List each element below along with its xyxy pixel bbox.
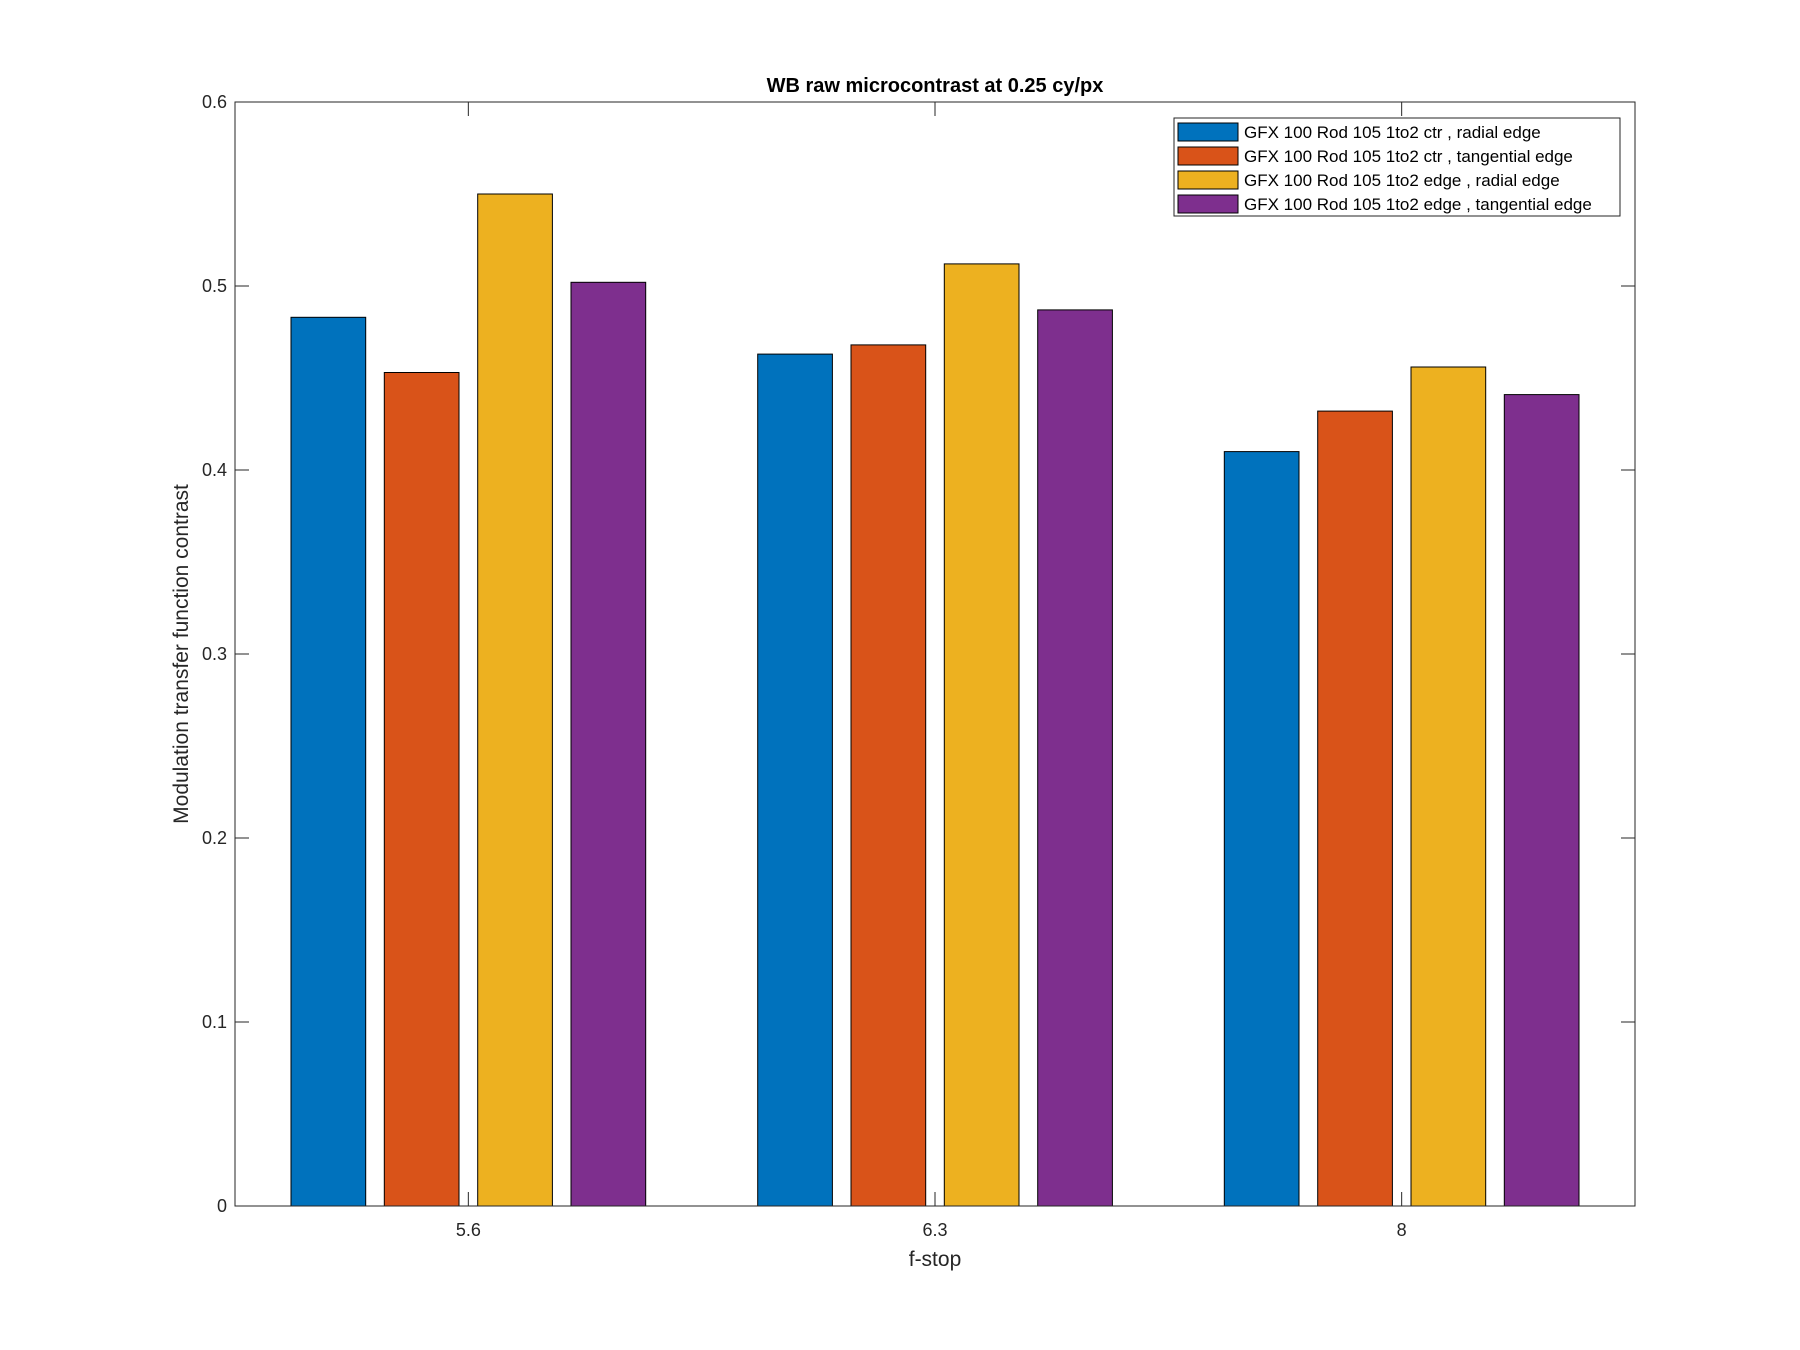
y-tick-label: 0.4 <box>202 460 227 480</box>
y-tick-label: 0.1 <box>202 1012 227 1032</box>
bars-group <box>290 193 1580 1207</box>
legend-label: GFX 100 Rod 105 1to2 ctr , tangential ed… <box>1244 147 1573 166</box>
bar-4-5.6 <box>570 281 647 1207</box>
legend-swatch <box>1177 122 1239 142</box>
axis-ticks <box>235 101 1635 1207</box>
y-tick-label: 0.6 <box>202 92 227 112</box>
x-tick-label: 8 <box>1397 1220 1407 1240</box>
chart-title: WB raw microcontrast at 0.25 cy/px <box>767 75 1104 97</box>
x-tick-label: 5.6 <box>456 1220 481 1240</box>
y-tick-label: 0.3 <box>202 644 227 664</box>
bar-4-8 <box>1503 394 1580 1207</box>
legend-entries: GFX 100 Rod 105 1to2 ctr , radial edge GF… <box>1177 122 1592 214</box>
x-tick-labels: 5.6 6.3 8 <box>456 1220 1407 1240</box>
y-tick-label: 0.2 <box>202 828 227 848</box>
bar-3-5.6 <box>477 193 553 1207</box>
legend-label: GFX 100 Rod 105 1to2 ctr , radial edge <box>1244 123 1541 142</box>
legend-swatch <box>1177 146 1239 166</box>
legend-box <box>1173 117 1621 217</box>
legend-swatch <box>1177 170 1239 190</box>
legend-label: GFX 100 Rod 105 1to2 edge , radial edge <box>1244 171 1560 190</box>
y-tick-label: 0.5 <box>202 276 227 296</box>
y-axis-label: Modulation transfer function contrast <box>170 484 193 824</box>
x-axis-label: f-stop <box>909 1248 962 1271</box>
plot-area <box>235 102 1635 1206</box>
y-tick-labels: 0 0.1 0.2 0.3 0.4 0.5 0.6 <box>202 92 227 1216</box>
bar-4-6.3 <box>1037 309 1113 1207</box>
legend-swatch <box>1177 194 1239 214</box>
bar-2-8 <box>1317 410 1393 1207</box>
bar-1-6.3 <box>757 353 833 1207</box>
bar-3-6.3 <box>943 263 1020 1207</box>
bar-1-5.6 <box>290 316 367 1207</box>
x-tick-label: 6.3 <box>922 1220 947 1240</box>
y-tick-label: 0 <box>217 1196 227 1216</box>
bar-3-8 <box>1410 366 1487 1207</box>
legend-label: GFX 100 Rod 105 1to2 edge , tangential e… <box>1244 195 1592 214</box>
bar-2-6.3 <box>850 344 927 1207</box>
bar-2-5.6 <box>383 372 460 1207</box>
bar-1-8 <box>1223 451 1300 1207</box>
legend: GFX 100 Rod 105 1to2 ctr , radial edge GF… <box>1173 117 1621 217</box>
